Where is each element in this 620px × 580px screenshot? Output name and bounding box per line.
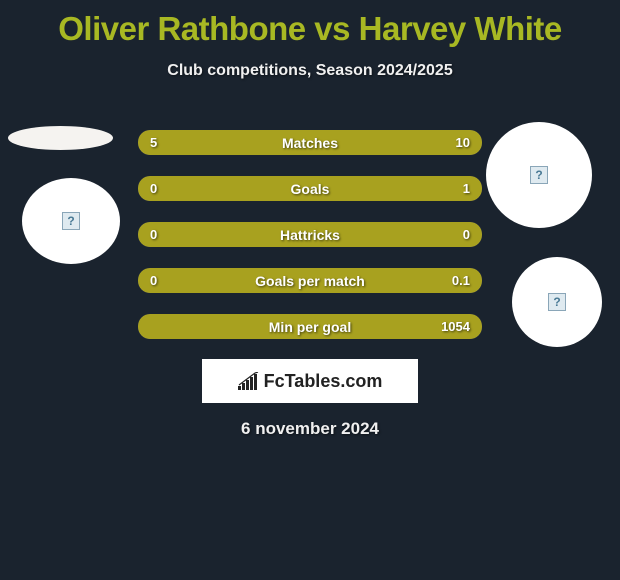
stat-value-right: 10 — [456, 130, 470, 155]
stat-value-left: 0 — [150, 222, 157, 247]
stat-value-left: 0 — [150, 176, 157, 201]
stat-value-right: 1054 — [441, 314, 470, 339]
brand-badge: FcTables.com — [202, 359, 418, 403]
stat-row: Goals0 1 — [138, 176, 482, 201]
stat-value-right: 0.1 — [452, 268, 470, 293]
stat-label: Matches — [138, 130, 482, 155]
stat-value-right: 1 — [463, 176, 470, 201]
page-title: Oliver Rathbone vs Harvey White — [0, 0, 620, 48]
stat-value-right: 0 — [463, 222, 470, 247]
subtitle: Club competitions, Season 2024/2025 — [0, 62, 620, 80]
placeholder-icon: ? — [62, 212, 80, 230]
stat-value-left: 0 — [150, 268, 157, 293]
brand-text: FcTables.com — [264, 371, 383, 392]
stat-value-left: 5 — [150, 130, 157, 155]
stat-row: Matches5 10 — [138, 130, 482, 155]
stats-container: Matches510Goals01Hattricks00Goals per ma… — [138, 130, 482, 339]
stat-label: Hattricks — [138, 222, 482, 247]
team-right-avatar: ? — [512, 257, 602, 347]
brand-bars-icon — [238, 372, 260, 390]
stat-label: Goals — [138, 176, 482, 201]
placeholder-icon: ? — [530, 166, 548, 184]
stat-row: Min per goal1054 — [138, 314, 482, 339]
stat-label: Min per goal — [138, 314, 482, 339]
placeholder-icon: ? — [548, 293, 566, 311]
decorative-ellipse — [8, 126, 113, 150]
player-right-avatar: ? — [486, 122, 592, 228]
stat-label: Goals per match — [138, 268, 482, 293]
player-left-avatar: ? — [22, 178, 120, 264]
date-label: 6 november 2024 — [0, 419, 620, 439]
stat-row: Hattricks0 0 — [138, 222, 482, 247]
stat-row: Goals per match0 0.1 — [138, 268, 482, 293]
